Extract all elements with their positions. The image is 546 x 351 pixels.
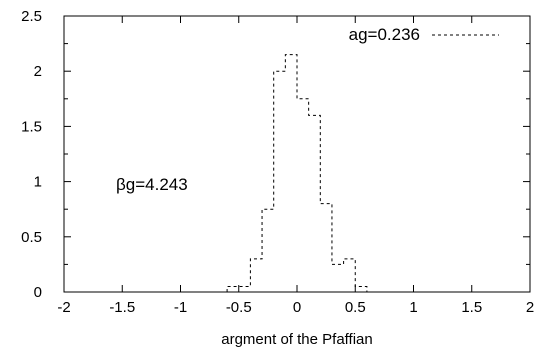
histogram-bin	[355, 286, 367, 292]
x-tick-label: -2	[57, 299, 70, 316]
y-tick-label: 1	[34, 174, 42, 191]
x-tick-labels: -2 -1.5 -1 -0.5 0 0.5 1 1.5 2	[57, 299, 534, 316]
y-tick-label: 2	[34, 63, 42, 80]
y-tick-label: 1.5	[21, 118, 42, 135]
x-axis-label: argment of the Pfaffian	[221, 331, 373, 348]
histogram-bin	[309, 115, 321, 292]
histogram-bin	[285, 55, 297, 292]
histogram-bin	[320, 204, 332, 292]
plot-frame	[63, 15, 531, 293]
x-tick-label: 0	[293, 299, 301, 316]
y-tick-label: 0	[34, 284, 42, 301]
x-tick-label: -1.5	[109, 299, 135, 316]
x-tick-label: -1	[174, 299, 187, 316]
y-tick-label: 0.5	[21, 229, 42, 246]
histogram-bin	[262, 209, 274, 292]
histogram-bin	[344, 259, 356, 292]
histogram-outline	[226, 54, 368, 292]
legend-label: ag=0.236	[349, 25, 420, 44]
x-tick-label: 1.5	[461, 299, 482, 316]
legend: ag=0.236	[349, 25, 499, 44]
x-tick-label: 1	[409, 299, 417, 316]
histogram-bin	[227, 286, 239, 292]
tick-marks	[63, 15, 531, 293]
y-tick-label: 2.5	[21, 8, 42, 25]
y-tick-labels: 0 0.5 1 1.5 2 2.5	[21, 8, 42, 301]
x-tick-label: 0.5	[345, 299, 366, 316]
x-tick-label: -0.5	[226, 299, 252, 316]
histogram-bin	[274, 71, 286, 292]
annotation-text: βg=4.243	[116, 175, 188, 194]
series-layer	[226, 54, 368, 292]
x-tick-label: 2	[526, 299, 534, 316]
histogram-bin	[250, 259, 262, 292]
histogram-bin	[239, 286, 251, 292]
histogram-bin	[332, 264, 344, 292]
histogram-bin	[297, 99, 309, 292]
